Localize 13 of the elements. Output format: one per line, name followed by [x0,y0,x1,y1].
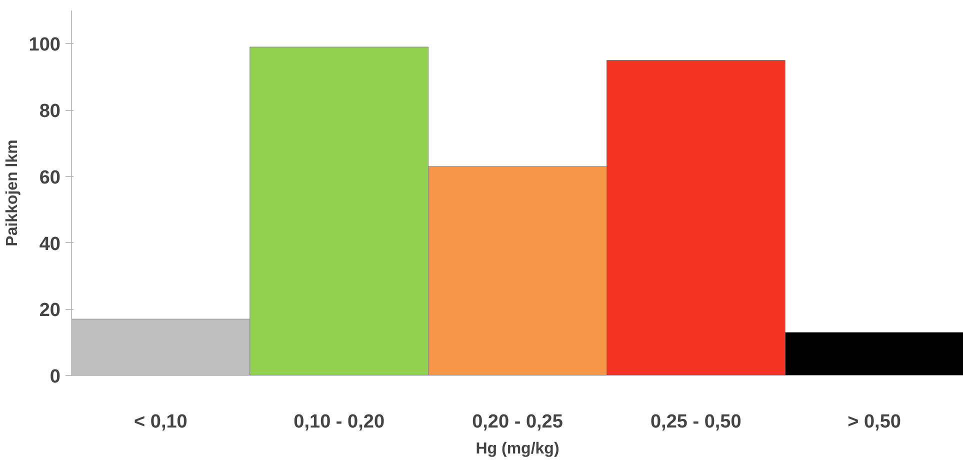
x-tick-label: 0,25 - 0,50 [650,412,742,432]
y-tick-label: 100 [28,34,60,56]
x-axis-title: Hg (mg/kg) [476,440,560,458]
y-tick-label: 20 [39,300,61,322]
y-tick-label: 0 [50,366,61,388]
x-tick-label: < 0,10 [134,412,188,432]
y-axis-title: Paikkojen lkm [4,140,21,246]
y-tick-label: 80 [39,101,61,122]
x-tick-label: 0,10 - 0,20 [294,412,385,432]
y-tick-label: 40 [39,234,61,255]
x-tick-label: 0,20 - 0,25 [472,412,564,432]
y-tick-label: 60 [39,167,61,188]
x-tick-label: > 0,50 [848,412,901,432]
